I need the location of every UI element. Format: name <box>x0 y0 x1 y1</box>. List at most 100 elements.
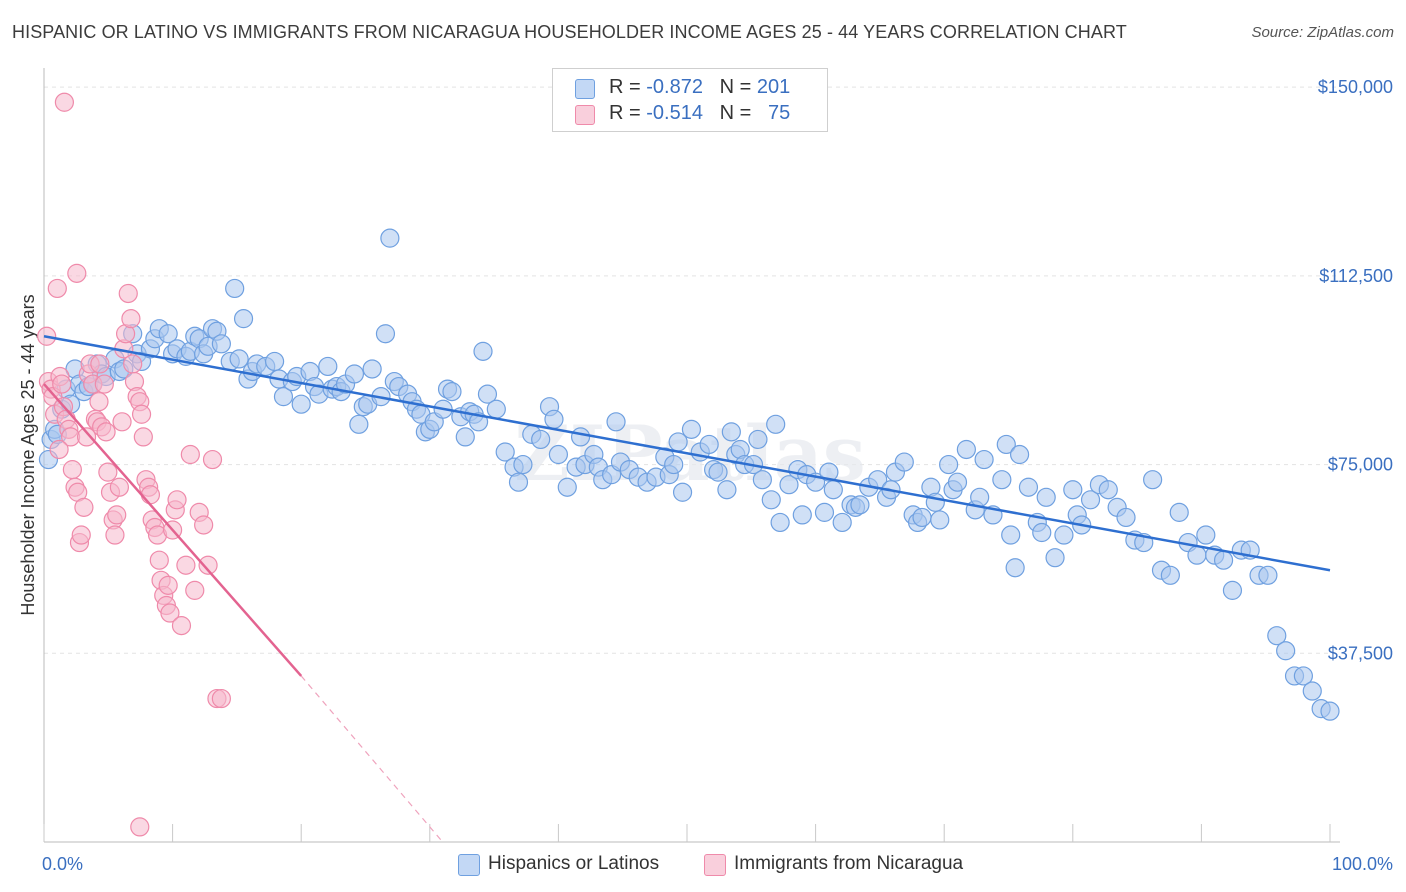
correlation-legend: R = -0.872 N = 201 R = -0.514 N = 75 <box>552 68 828 132</box>
legend-r-value: -0.514 <box>646 102 703 124</box>
point-nicaragua <box>121 309 141 329</box>
legend-label: Immigrants from Nicaragua <box>734 853 964 874</box>
point-nicaragua <box>202 449 223 470</box>
point-hispanics <box>1036 487 1056 507</box>
point-nicaragua <box>49 439 69 460</box>
point-hispanics <box>375 324 396 344</box>
legend-r-label: R = <box>609 102 641 124</box>
point-nicaragua <box>194 515 214 535</box>
point-nicaragua <box>62 460 82 480</box>
chart-title: HISPANIC OR LATINO VS IMMIGRANTS FROM NI… <box>12 22 1127 42</box>
point-hispanics <box>513 454 533 475</box>
y-axis-title: Householder Income Ages 25 - 44 years <box>18 294 38 615</box>
series-nicaragua-points <box>37 92 231 837</box>
point-nicaragua <box>74 497 94 517</box>
point-hispanics <box>1005 558 1025 578</box>
point-hispanics <box>486 399 506 419</box>
source-label: Source: ZipAtlas.com <box>1251 24 1394 41</box>
point-hispanics <box>1001 525 1021 545</box>
point-nicaragua <box>198 555 218 575</box>
point-hispanics <box>570 427 591 447</box>
point-nicaragua <box>94 374 114 394</box>
point-nicaragua <box>118 283 138 304</box>
point-hispanics <box>1098 480 1118 500</box>
legend-n-label: N = <box>719 76 752 98</box>
point-hispanics <box>273 387 294 407</box>
point-nicaragua <box>211 688 231 709</box>
point-hispanics <box>956 439 976 460</box>
point-hispanics <box>606 412 626 432</box>
point-hispanics <box>1187 545 1207 565</box>
legend-n-value: 201 <box>756 76 791 98</box>
point-hispanics <box>1032 522 1052 543</box>
point-nicaragua <box>89 392 109 412</box>
point-hispanics <box>531 429 551 450</box>
point-nicaragua <box>105 525 125 545</box>
point-hispanics <box>211 334 231 354</box>
point-hispanics <box>318 356 338 377</box>
point-hispanics <box>473 341 493 361</box>
point-hispanics <box>1018 477 1039 497</box>
point-hispanics <box>996 434 1016 455</box>
point-hispanics <box>1143 470 1163 490</box>
point-nicaragua <box>47 278 67 299</box>
legend-n-value: 75 <box>768 102 791 124</box>
y-tick-label: $75,000 <box>1328 455 1393 475</box>
legend-r-label: R = <box>609 76 641 98</box>
point-nicaragua <box>76 427 97 447</box>
x-tick-label: 100.0% <box>1332 854 1393 874</box>
point-nicaragua <box>160 603 180 623</box>
point-hispanics <box>344 364 365 384</box>
point-hispanics <box>1116 507 1136 528</box>
point-hispanics <box>992 470 1012 490</box>
grid-lines <box>44 86 1340 654</box>
point-nicaragua <box>90 354 110 374</box>
point-hispanics <box>1320 701 1340 721</box>
point-nicaragua <box>131 404 152 424</box>
point-nicaragua <box>158 575 178 595</box>
point-hispanics <box>752 470 772 490</box>
point-hispanics <box>814 502 835 522</box>
x-tick-labels: 0.0% 100.0% <box>42 854 1393 874</box>
legend-label: Hispanics or Latinos <box>488 853 660 874</box>
point-nicaragua <box>109 477 129 497</box>
point-hispanics <box>233 309 254 329</box>
point-hispanics <box>495 442 515 462</box>
legend-n-label: N = <box>719 102 752 124</box>
point-hispanics <box>930 510 950 530</box>
point-hispanics <box>1276 641 1296 661</box>
point-nicaragua <box>133 427 153 447</box>
y-tick-label: $112,500 <box>1319 266 1393 286</box>
point-hispanics <box>548 444 569 465</box>
point-hispanics <box>792 505 812 525</box>
point-hispanics <box>708 462 728 482</box>
point-nicaragua <box>98 462 118 482</box>
point-nicaragua <box>130 817 150 837</box>
point-hispanics <box>761 490 781 510</box>
trend-lines <box>43 335 1331 843</box>
point-hispanics <box>1080 490 1101 510</box>
point-hispanics <box>894 452 914 472</box>
point-hispanics <box>1222 580 1243 600</box>
trend-extension-nicaragua <box>300 675 444 843</box>
point-hispanics <box>664 454 684 475</box>
point-hispanics <box>1045 548 1065 568</box>
legend-swatch-pink <box>575 105 595 125</box>
point-hispanics <box>1063 480 1083 500</box>
point-hispanics <box>823 480 843 500</box>
point-hispanics <box>947 472 968 492</box>
point-hispanics <box>974 449 994 470</box>
point-hispanics <box>362 359 382 379</box>
point-hispanics <box>1196 525 1216 545</box>
point-hispanics <box>508 472 529 492</box>
point-hispanics <box>442 382 462 402</box>
point-hispanics <box>1169 502 1189 522</box>
point-hispanics <box>832 512 852 533</box>
point-nicaragua <box>71 525 91 545</box>
point-hispanics <box>766 414 786 434</box>
point-hispanics <box>672 482 693 502</box>
y-tick-label: $150,000 <box>1318 77 1393 97</box>
legend-swatch-pink <box>704 854 726 876</box>
trend-line-nicaragua <box>43 383 303 677</box>
x-tick-label: 0.0% <box>42 854 83 874</box>
